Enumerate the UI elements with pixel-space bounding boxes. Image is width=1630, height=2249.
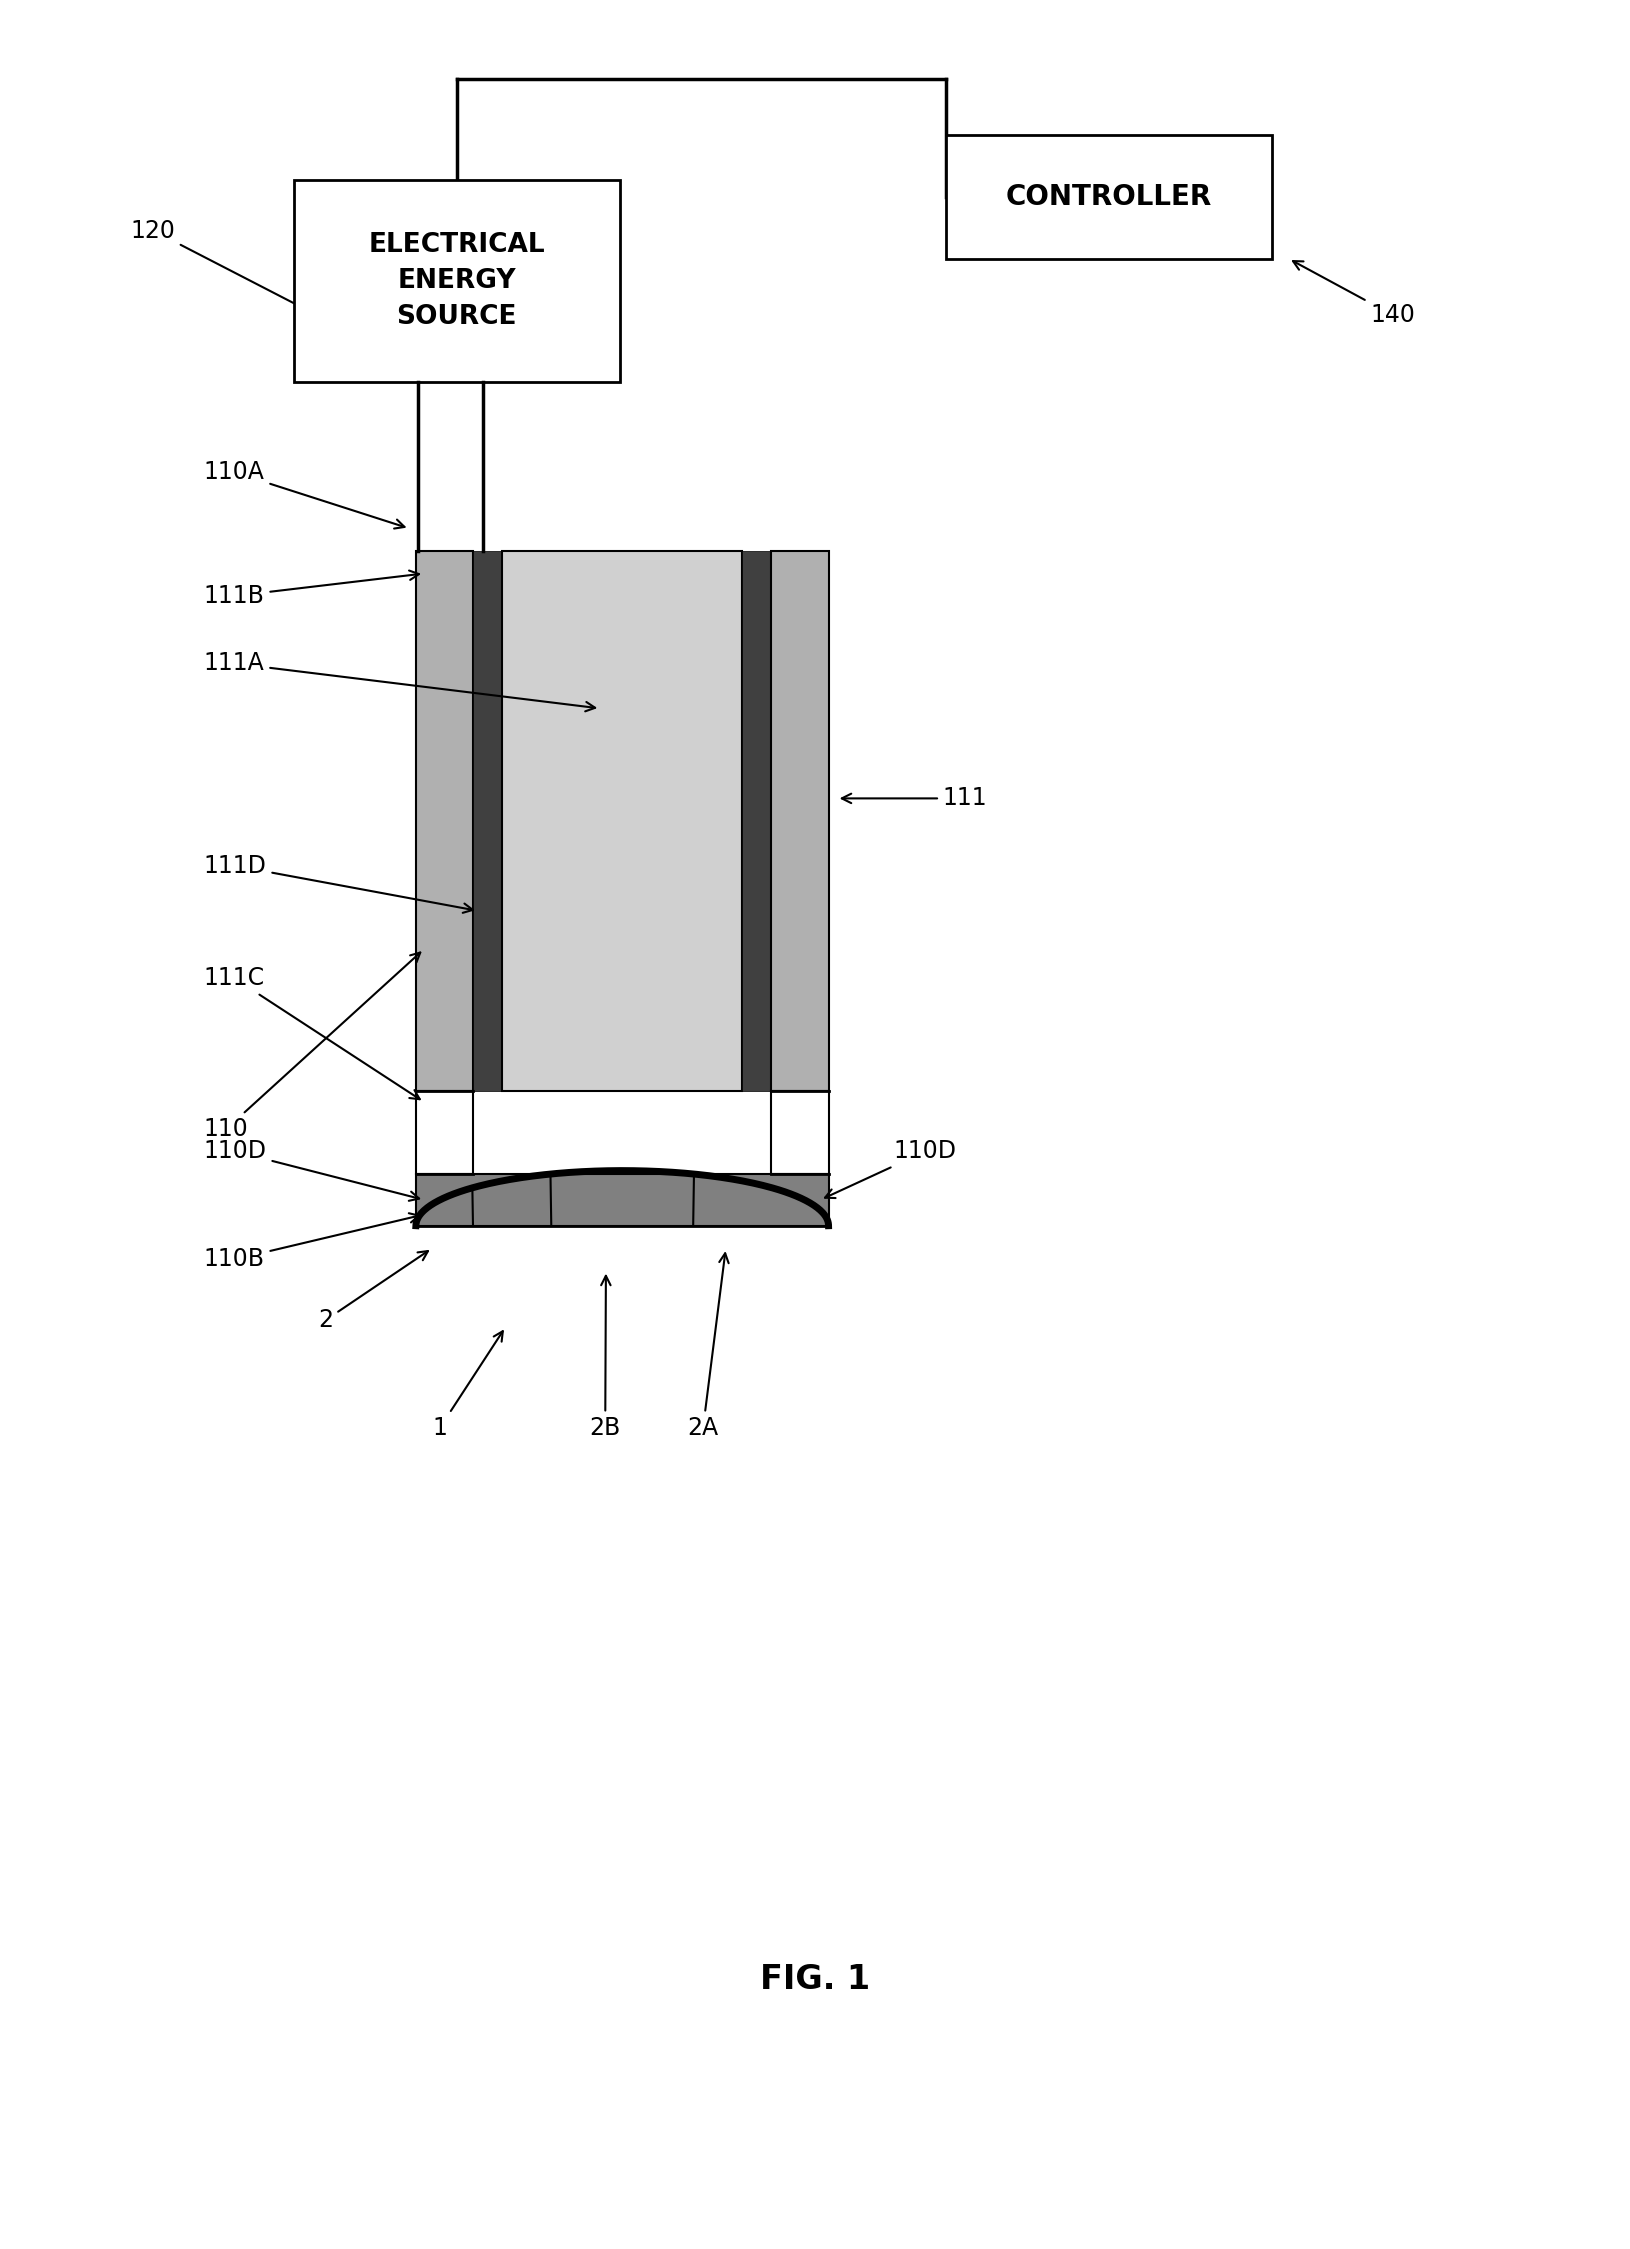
- Polygon shape: [416, 1172, 828, 1226]
- Text: 110B: 110B: [204, 1212, 419, 1271]
- Bar: [416, 551, 473, 1091]
- Bar: [293, 180, 619, 382]
- Bar: [416, 1091, 473, 1174]
- Text: 110D: 110D: [204, 1140, 419, 1201]
- Bar: [771, 1091, 828, 1174]
- Text: 111C: 111C: [204, 967, 419, 1100]
- Text: 2A: 2A: [688, 1253, 729, 1439]
- Text: FIG. 1: FIG. 1: [760, 1963, 870, 1995]
- Text: 111A: 111A: [204, 652, 595, 711]
- Bar: [771, 551, 828, 1091]
- Text: 2: 2: [318, 1250, 427, 1331]
- Bar: [945, 135, 1271, 259]
- Text: 110: 110: [204, 954, 421, 1140]
- Text: 111: 111: [841, 787, 986, 810]
- Text: 110A: 110A: [204, 461, 404, 529]
- Text: 111B: 111B: [204, 571, 419, 607]
- Text: 140: 140: [1293, 261, 1415, 326]
- Text: 110D: 110D: [825, 1140, 957, 1199]
- Text: 1: 1: [432, 1331, 502, 1439]
- Text: CONTROLLER: CONTROLLER: [1006, 182, 1211, 211]
- Text: 111D: 111D: [204, 855, 473, 913]
- Bar: [502, 551, 742, 1091]
- Bar: [473, 551, 502, 1091]
- Text: 120: 120: [130, 218, 305, 308]
- Text: 2B: 2B: [590, 1275, 621, 1439]
- Bar: [742, 551, 771, 1091]
- Bar: [416, 1174, 828, 1226]
- Text: ELECTRICAL
ENERGY
SOURCE: ELECTRICAL ENERGY SOURCE: [368, 232, 544, 331]
